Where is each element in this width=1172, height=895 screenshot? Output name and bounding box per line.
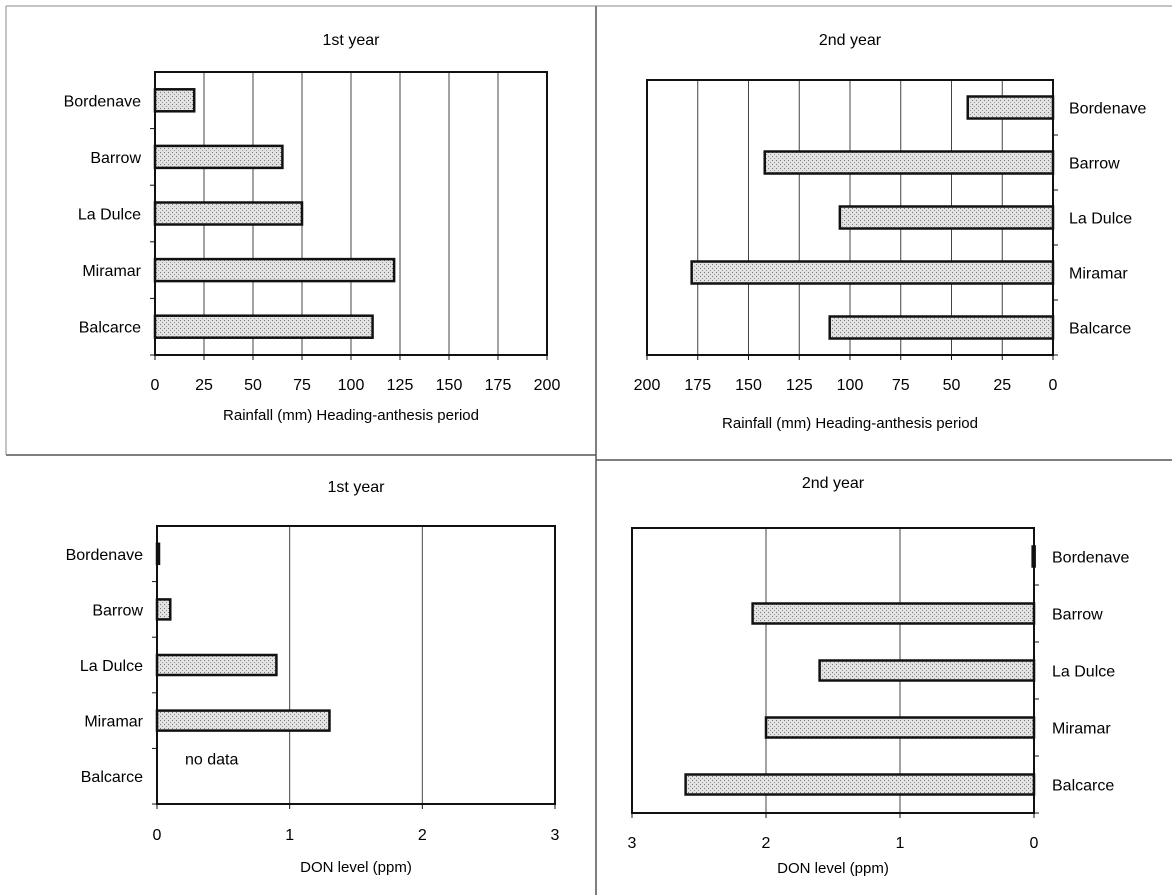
bar: [155, 598, 172, 621]
x-tick-label: 3: [628, 835, 637, 852]
category-label: Miramar: [82, 263, 141, 280]
category-label: Barrow: [90, 150, 141, 167]
bar: [751, 602, 1036, 625]
x-tick-label: 0: [151, 377, 160, 394]
bar: [818, 659, 1036, 682]
bar: [690, 260, 1055, 285]
bar: [838, 205, 1055, 230]
category-label: Bordenave: [66, 547, 143, 564]
x-tick-label: 50: [943, 377, 961, 394]
category-label: Miramar: [84, 714, 143, 731]
don-year2-panel: 2nd year Bordenave Barrow La Dulce Miramar Ba…: [628, 475, 1130, 877]
category-label: La Dulce: [80, 658, 143, 675]
bar: [764, 716, 1036, 739]
bar: [153, 314, 374, 339]
category-label: La Dulce: [78, 207, 141, 224]
x-tick-label: 0: [1049, 377, 1058, 394]
chart-title: 1st year: [328, 479, 386, 496]
x-tick-label: 75: [293, 377, 311, 394]
annotation-no-data: no data: [185, 751, 238, 768]
x-axis-label: DON level (ppm): [300, 859, 412, 876]
category-label: Balcarce: [79, 320, 141, 337]
bar: [153, 257, 396, 283]
x-tick-label: 1: [285, 827, 294, 844]
category-label: Barrow: [92, 602, 143, 619]
bar: [153, 201, 304, 226]
x-tick-label: 3: [551, 827, 560, 844]
x-tick-label: 50: [244, 377, 262, 394]
bar: [763, 150, 1055, 175]
x-axis-label: Rainfall (mm) Heading-anthesis period: [722, 415, 978, 432]
x-tick-label: 125: [387, 377, 414, 394]
category-label: Bordenave: [64, 93, 141, 110]
x-axis-label: Rainfall (mm) Heading-anthesis period: [223, 407, 479, 424]
category-label: Bordenave: [1069, 101, 1146, 118]
don-year1-panel: 1st year Bordenave Barrow La Dulce Miramar Ba…: [66, 479, 560, 876]
x-tick-label: 100: [338, 377, 365, 394]
x-tick-label: 1: [896, 835, 905, 852]
x-tick-label: 175: [684, 377, 711, 394]
category-label: La Dulce: [1069, 211, 1132, 228]
category-label: Barrow: [1069, 156, 1120, 173]
bar: [155, 653, 278, 677]
chart-title: 2nd year: [819, 32, 882, 49]
x-tick-label: 100: [837, 377, 864, 394]
x-tick-label: 150: [735, 377, 762, 394]
category-label: Miramar: [1052, 721, 1111, 738]
rainfall-year1-panel: 1st year Bordenave Barrow La Dulce Miramar Ba…: [64, 32, 561, 424]
x-tick-label: 200: [634, 377, 661, 394]
x-tick-label: 25: [195, 377, 213, 394]
category-label: Balcarce: [1052, 778, 1114, 795]
bar: [155, 709, 331, 732]
rainfall-year2-panel: 2nd year Bordenave Barrow La Dulce Miramar Ba…: [634, 32, 1147, 432]
bar: [966, 95, 1055, 120]
x-tick-label: 150: [436, 377, 463, 394]
x-tick-label: 125: [786, 377, 813, 394]
category-label: Balcarce: [81, 769, 143, 786]
x-tick-label: 0: [1030, 835, 1039, 852]
category-label: La Dulce: [1052, 664, 1115, 681]
x-tick-label: 2: [762, 835, 771, 852]
x-tick-label: 2: [418, 827, 427, 844]
category-label: Balcarce: [1069, 321, 1131, 338]
x-tick-label: 175: [485, 377, 512, 394]
bar: [155, 542, 161, 566]
chart-title: 2nd year: [802, 475, 865, 492]
x-tick-label: 25: [993, 377, 1011, 394]
bar: [153, 144, 284, 170]
x-tick-label: 0: [153, 827, 162, 844]
bar: [153, 88, 196, 113]
bar: [684, 773, 1036, 796]
bar: [828, 315, 1055, 340]
bar: [1031, 545, 1036, 568]
chart-title: 1st year: [323, 32, 381, 49]
x-tick-label: 200: [534, 377, 561, 394]
x-axis-label: DON level (ppm): [777, 860, 889, 877]
category-label: Bordenave: [1052, 550, 1129, 567]
category-label: Miramar: [1069, 266, 1128, 283]
x-tick-label: 75: [892, 377, 910, 394]
category-label: Barrow: [1052, 607, 1103, 624]
